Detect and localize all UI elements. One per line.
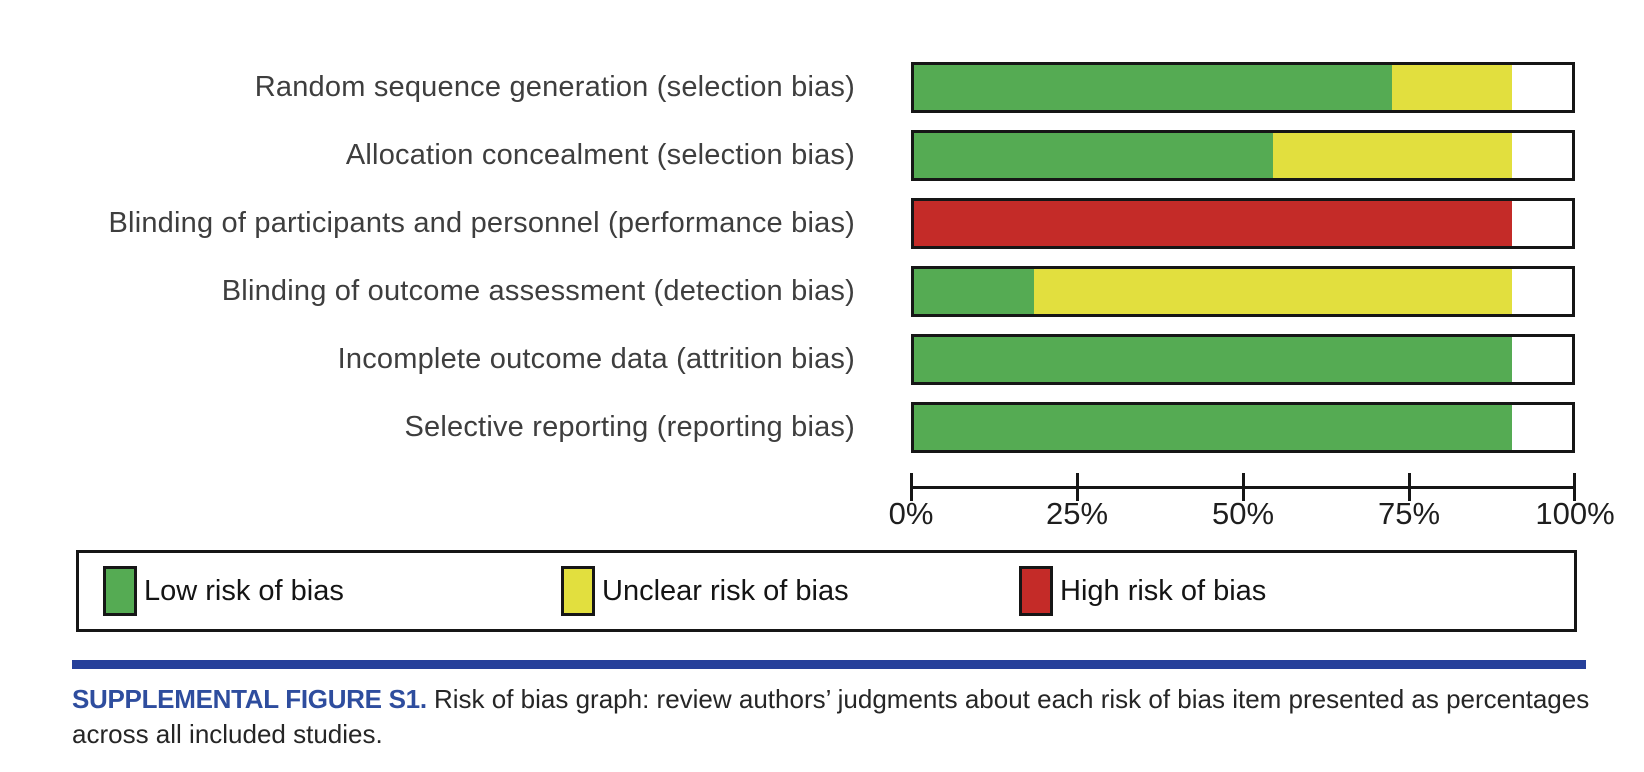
caption-divider	[72, 660, 1586, 669]
chart-row: Random sequence generation (selection bi…	[0, 62, 1644, 113]
stacked-bar	[911, 130, 1575, 181]
legend-item-label: High risk of bias	[1060, 574, 1267, 607]
bar-segment-unclear-risk	[1392, 65, 1513, 110]
axis-tick-label: 50%	[1211, 496, 1275, 531]
legend-item-high-risk: High risk of bias	[1019, 553, 1266, 629]
legend-item-unclear-risk: Unclear risk of bias	[561, 553, 849, 629]
bar-segment-unclear-risk	[1033, 269, 1513, 314]
legend-item-label: Low risk of bias	[144, 574, 344, 607]
axis-tick	[1242, 473, 1245, 501]
axis-tick-label: 0%	[888, 496, 934, 531]
bar-segment-low-risk	[914, 269, 1034, 314]
figure-caption-label: SUPPLEMENTAL FIGURE S1.	[72, 684, 427, 714]
legend-swatch-low-risk	[103, 566, 137, 616]
stacked-bar	[911, 266, 1575, 317]
bar-segment-low-risk	[914, 337, 1513, 382]
bar-segment-unclear-risk	[1272, 133, 1513, 178]
row-label: Allocation concealment (selection bias)	[345, 139, 855, 171]
row-label: Blinding of outcome assessment (detectio…	[221, 275, 855, 307]
legend-swatch-unclear-risk	[561, 566, 595, 616]
chart-row: Blinding of outcome assessment (detectio…	[0, 266, 1644, 317]
chart-row: Selective reporting (reporting bias)	[0, 402, 1644, 453]
legend-item-low-risk: Low risk of bias	[103, 553, 344, 629]
stacked-bar	[911, 62, 1575, 113]
legend: Low risk of bias Unclear risk of bias Hi…	[76, 550, 1577, 632]
chart-row: Incomplete outcome data (attrition bias)	[0, 334, 1644, 385]
row-label: Blinding of participants and personnel (…	[108, 207, 855, 239]
chart-row: Blinding of participants and personnel (…	[0, 198, 1644, 249]
figure-caption-text-line1: Risk of bias graph: review authors’ judg…	[433, 684, 1590, 714]
axis-tick	[1408, 473, 1411, 501]
axis-tick-label: 75%	[1377, 496, 1441, 531]
bar-segment-low-risk	[914, 405, 1513, 450]
row-label: Incomplete outcome data (attrition bias)	[337, 343, 855, 375]
bar-segment-low-risk	[914, 133, 1273, 178]
axis-tick	[1076, 473, 1079, 501]
stacked-bar	[911, 402, 1575, 453]
figure-caption-text-line2: across all included studies.	[72, 719, 383, 749]
axis-tick	[1573, 473, 1576, 501]
axis-tick	[910, 473, 913, 501]
figure-caption: SUPPLEMENTAL FIGURE S1. Risk of bias gra…	[72, 682, 1612, 752]
axis-tick-label: 25%	[1045, 496, 1109, 531]
chart-row: Allocation concealment (selection bias)	[0, 130, 1644, 181]
stacked-bar	[911, 334, 1575, 385]
bar-segment-low-risk	[914, 65, 1393, 110]
row-label: Selective reporting (reporting bias)	[404, 411, 855, 443]
axis-tick-label: 100%	[1535, 496, 1615, 531]
row-label: Random sequence generation (selection bi…	[254, 71, 855, 103]
legend-swatch-high-risk	[1019, 566, 1053, 616]
legend-item-label: Unclear risk of bias	[602, 574, 849, 607]
bar-segment-high-risk	[914, 201, 1513, 246]
stacked-bar	[911, 198, 1575, 249]
